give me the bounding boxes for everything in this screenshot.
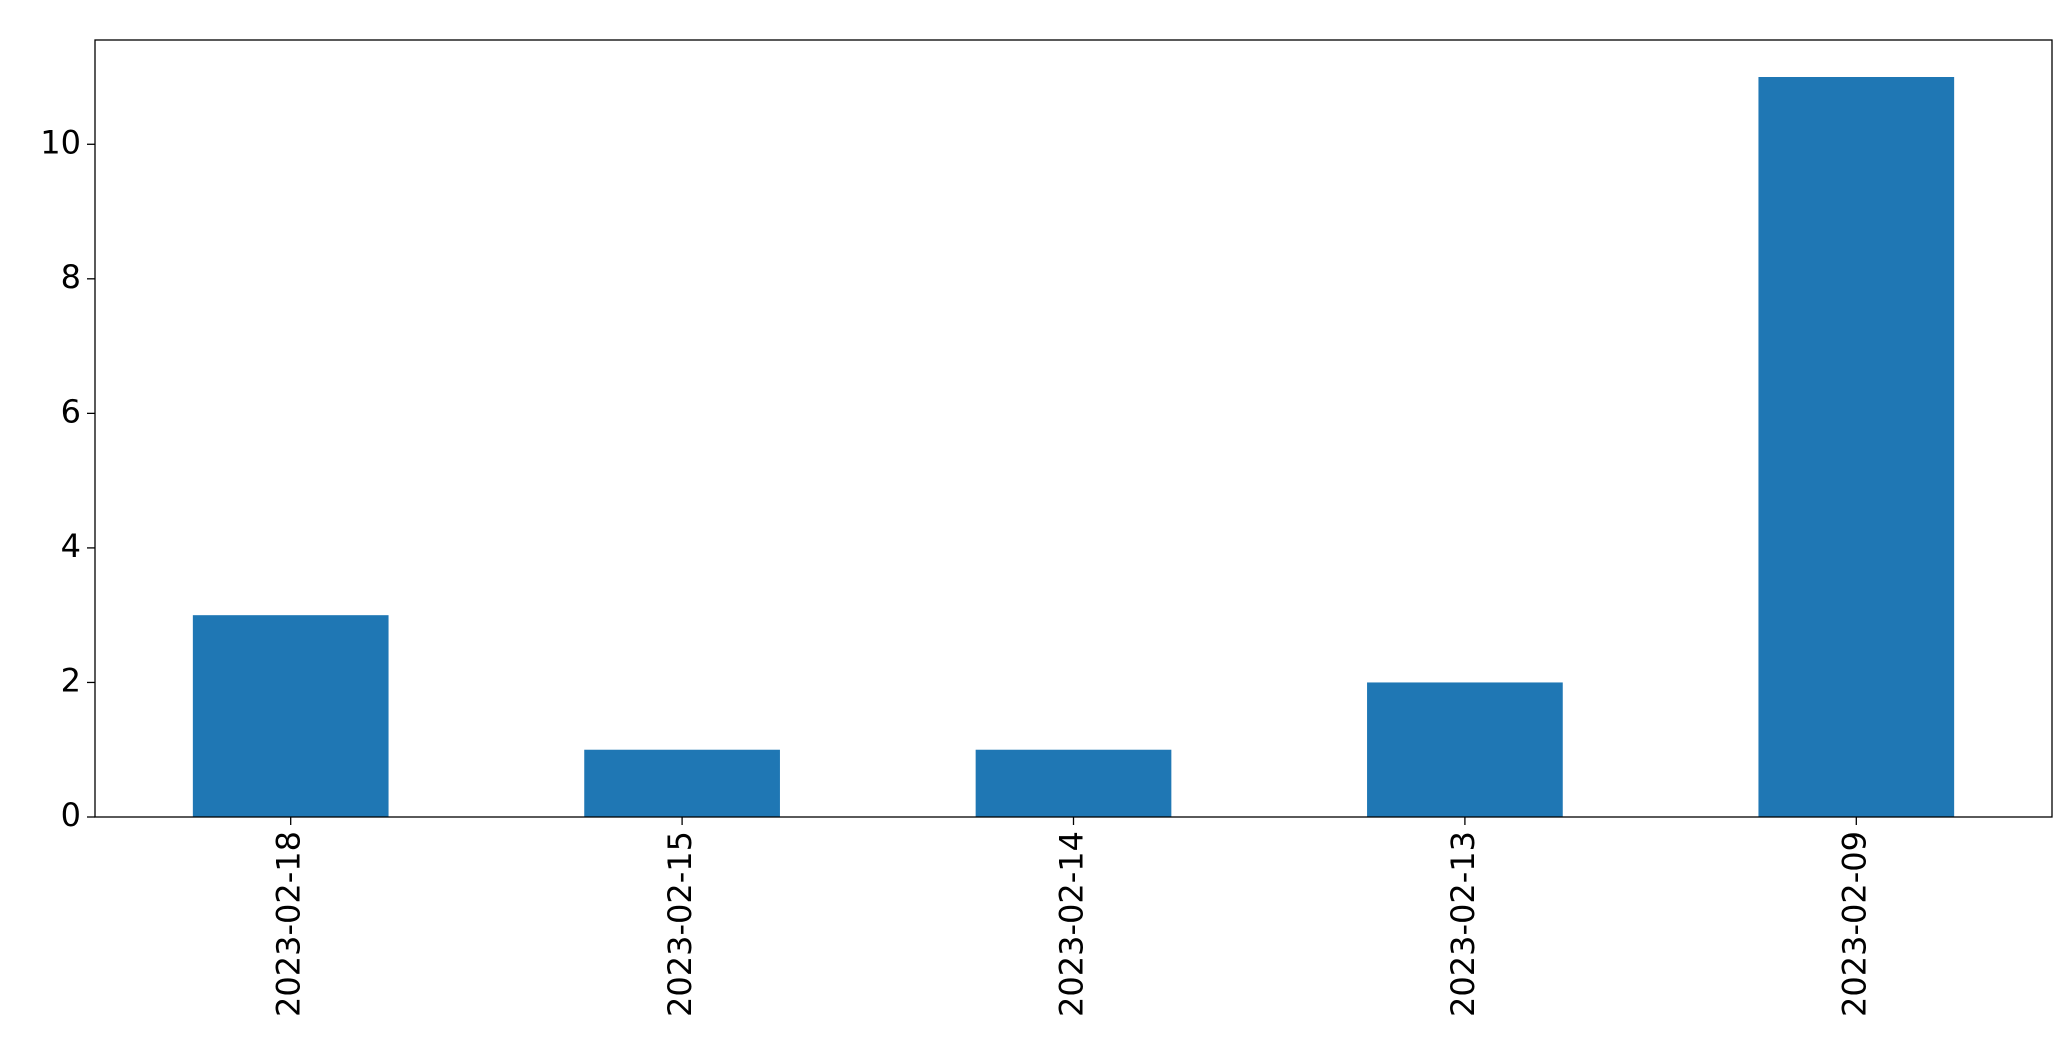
bar (192, 615, 389, 817)
y-tick-label: 6 (61, 392, 81, 430)
y-tick-label: 8 (61, 258, 81, 296)
x-tick-label: 2023-02-14 (1053, 831, 1091, 1017)
bar (1367, 682, 1563, 817)
bar (584, 749, 780, 817)
y-tick-label: 2 (61, 661, 81, 699)
y-tick-label: 0 (61, 796, 81, 834)
y-tick-label: 4 (61, 527, 81, 565)
x-tick-label: 2023-02-15 (661, 831, 699, 1017)
x-tick-label: 2023-02-13 (1444, 831, 1482, 1017)
bar (975, 749, 1172, 817)
y-tick-label: 10 (40, 123, 81, 161)
x-tick-label: 2023-02-09 (1835, 831, 1873, 1017)
plot-frame (94, 39, 2053, 818)
x-tick-label: 2023-02-18 (270, 831, 308, 1017)
bar (1758, 77, 1955, 817)
